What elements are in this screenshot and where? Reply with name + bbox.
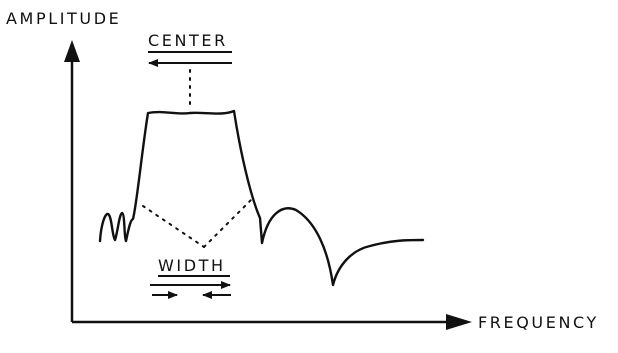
width-indicator: WIDTH	[142, 196, 255, 299]
y-axis-arrowhead	[64, 40, 80, 62]
x-axis-arrowhead	[446, 314, 472, 330]
y-axis-label: AMPLITUDE	[6, 9, 121, 28]
width-dotted-line-right	[203, 196, 255, 248]
center-indicator: CENTER	[148, 31, 232, 109]
x-axis-label: FREQUENCY	[478, 313, 599, 332]
center-label: CENTER	[148, 31, 228, 50]
y-axis	[64, 40, 80, 322]
width-label: WIDTH	[158, 256, 226, 275]
response-curve	[98, 109, 425, 287]
x-axis	[72, 314, 472, 330]
width-dotted-line-left	[142, 205, 205, 248]
